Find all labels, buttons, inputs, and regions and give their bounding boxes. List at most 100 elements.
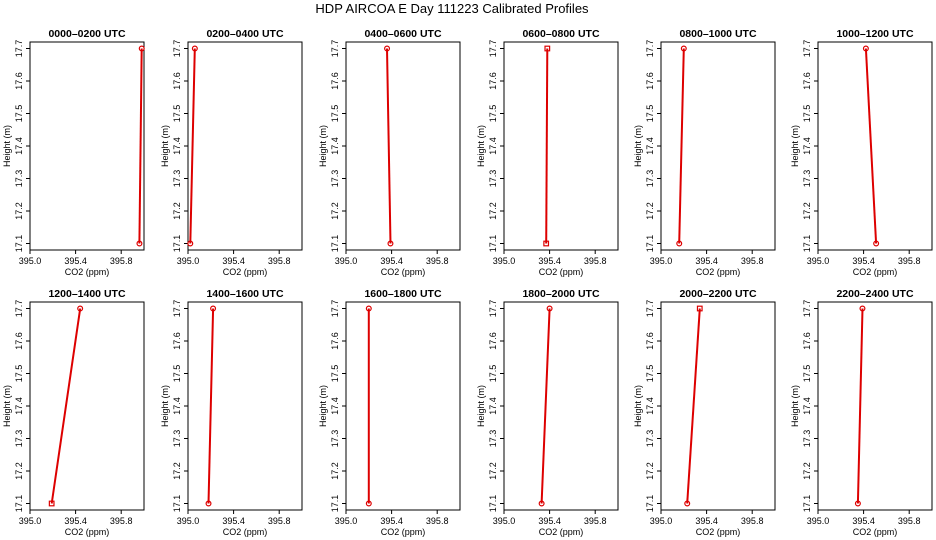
y-tick-label: 17.7 (488, 300, 498, 318)
profile-panel: 1600–1800 UTC 395.0 395.4 395.8 17.1 17.2 17.3… (318, 288, 461, 537)
y-axis-label: Height (m) (790, 385, 800, 427)
y-tick-label: 17.1 (172, 495, 182, 513)
y-tick-label: 17.6 (14, 72, 24, 90)
profile-line (386, 48, 392, 244)
profile-panel: 2000–2200 UTC 395.0 395.4 395.8 17.1 17.2 17.3… (633, 288, 776, 537)
profile-panel: 1800–2000 UTC 395.0 395.4 395.8 17.1 17.2 17.3… (476, 288, 619, 537)
x-axis-label: CO2 (ppm) (65, 527, 110, 537)
y-tick-label: 17.1 (802, 235, 812, 253)
data-point (676, 240, 683, 247)
x-tick-label: 395.0 (493, 256, 516, 266)
y-tick-label: 17.7 (14, 300, 24, 318)
y-tick-label: 17.3 (14, 170, 24, 188)
x-axis-label: CO2 (ppm) (539, 527, 584, 537)
y-tick-label: 17.7 (802, 40, 812, 58)
y-tick-label: 17.7 (802, 300, 812, 318)
panel-title: 1400–1600 UTC (206, 288, 283, 300)
y-tick-label: 17.4 (330, 397, 340, 415)
plot-frame (503, 301, 619, 511)
y-tick-label: 17.4 (488, 137, 498, 155)
y-tick-label: 17.7 (330, 300, 340, 318)
y-tick-label: 17.4 (645, 397, 655, 415)
x-tick-label: 395.0 (335, 256, 358, 266)
x-tick-label: 395.8 (741, 516, 764, 526)
y-tick-label: 17.6 (14, 332, 24, 350)
y-tick-label: 17.5 (645, 105, 655, 123)
profile-panel: 0200–0400 UTC 395.0 395.4 395.8 17.1 17.2 17.3… (160, 28, 303, 277)
plot-frame (503, 41, 619, 251)
data-point (684, 500, 691, 507)
y-axis-label: Height (m) (2, 125, 12, 167)
x-tick-label: 395.0 (650, 256, 673, 266)
y-axis-label: Height (m) (160, 125, 170, 167)
plot-frame (345, 301, 461, 511)
y-tick-label: 17.2 (802, 462, 812, 480)
data-point (187, 240, 194, 247)
x-tick-label: 395.4 (852, 516, 875, 526)
x-tick-label: 395.4 (538, 256, 561, 266)
x-tick-label: 395.4 (380, 516, 403, 526)
y-tick-label: 17.2 (14, 202, 24, 220)
y-tick-label: 17.4 (330, 137, 340, 155)
panel-grid: 0000–0200 UTC 395.0 395.4 395.8 17.1 17.2 17.3… (2, 28, 933, 537)
data-point (859, 305, 866, 312)
y-tick-label: 17.3 (330, 170, 340, 188)
data-point (136, 240, 143, 247)
y-tick-label: 17.2 (14, 462, 24, 480)
data-point (862, 45, 869, 52)
y-tick-label: 17.5 (172, 365, 182, 383)
x-tick-label: 395.0 (493, 516, 516, 526)
profile-panel: 2200–2400 UTC 395.0 395.4 395.8 17.1 17.2 17.3… (790, 288, 933, 537)
x-axis-label: CO2 (ppm) (696, 267, 741, 277)
profile-panel: 1400–1600 UTC 395.0 395.4 395.8 17.1 17.2 17.3… (160, 288, 303, 537)
y-tick-label: 17.4 (645, 137, 655, 155)
x-axis-label: CO2 (ppm) (696, 527, 741, 537)
y-tick-label: 17.6 (645, 332, 655, 350)
profile-line (686, 308, 701, 504)
profile-line (138, 48, 143, 244)
plot-frame (660, 41, 776, 251)
y-tick-label: 17.4 (14, 137, 24, 155)
data-point (387, 240, 394, 247)
x-tick-label: 395.8 (268, 256, 291, 266)
plot-frame (345, 41, 461, 251)
profile-line (50, 308, 82, 504)
y-tick-label: 17.1 (802, 495, 812, 513)
x-tick-label: 395.4 (695, 516, 718, 526)
y-tick-label: 17.5 (802, 365, 812, 383)
x-tick-label: 395.8 (584, 516, 607, 526)
y-tick-label: 17.6 (330, 72, 340, 90)
y-tick-label: 17.7 (172, 300, 182, 318)
y-tick-label: 17.4 (172, 397, 182, 415)
y-tick-label: 17.2 (802, 202, 812, 220)
x-tick-label: 395.8 (110, 516, 133, 526)
y-tick-label: 17.2 (645, 462, 655, 480)
y-tick-label: 17.7 (645, 300, 655, 318)
y-tick-label: 17.7 (645, 40, 655, 58)
data-point (854, 500, 861, 507)
profile-line (540, 308, 551, 504)
y-tick-label: 17.3 (330, 430, 340, 448)
x-tick-label: 395.0 (335, 516, 358, 526)
y-tick-label: 17.5 (330, 365, 340, 383)
y-tick-label: 17.6 (488, 332, 498, 350)
plot-frame (660, 301, 776, 511)
data-point (543, 240, 550, 247)
y-tick-label: 17.6 (802, 72, 812, 90)
y-tick-label: 17.7 (330, 40, 340, 58)
y-tick-label: 17.5 (645, 365, 655, 383)
x-tick-label: 395.8 (584, 256, 607, 266)
data-point (365, 500, 372, 507)
y-axis-label: Height (m) (476, 385, 486, 427)
y-axis-label: Height (m) (633, 125, 643, 167)
x-tick-label: 395.0 (650, 516, 673, 526)
y-tick-label: 17.6 (488, 72, 498, 90)
profile-line (207, 308, 215, 504)
x-axis-label: CO2 (ppm) (539, 267, 584, 277)
y-axis-label: Height (m) (633, 385, 643, 427)
x-tick-label: 395.0 (807, 516, 830, 526)
y-tick-label: 17.3 (802, 430, 812, 448)
y-axis-label: Height (m) (318, 385, 328, 427)
x-axis-label: CO2 (ppm) (853, 527, 898, 537)
x-tick-label: 395.4 (64, 516, 87, 526)
